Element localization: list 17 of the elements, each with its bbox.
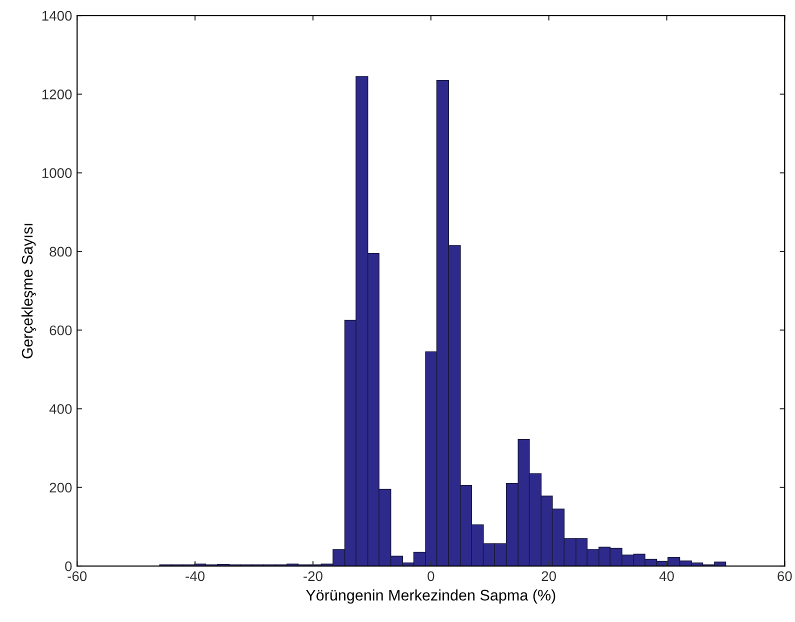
y-tick-label: 0 xyxy=(65,561,72,572)
y-tick-label: 800 xyxy=(50,246,72,257)
x-axis-title: Yörüngenin Merkezinden Sapma (%) xyxy=(306,589,556,604)
y-tick-label: 1200 xyxy=(42,90,72,100)
x-tick-label: 40 xyxy=(659,571,674,582)
x-tick-label: 60 xyxy=(778,571,792,582)
x-tick-label: 20 xyxy=(542,571,556,582)
y-tick-label: 1400 xyxy=(42,10,72,21)
y-tick-label: 600 xyxy=(50,325,72,336)
y-tick-label: 400 xyxy=(49,404,72,414)
y-tick-label: 200 xyxy=(50,482,72,493)
x-tick-label: -60 xyxy=(68,571,87,582)
y-tick-label: 1000 xyxy=(42,168,72,178)
x-tick-label: 0 xyxy=(428,571,434,582)
y-axis-title: Gerçekleşme Sayısı xyxy=(21,224,36,358)
x-tick-label: -20 xyxy=(304,571,322,582)
x-tick-label: -40 xyxy=(186,571,205,582)
